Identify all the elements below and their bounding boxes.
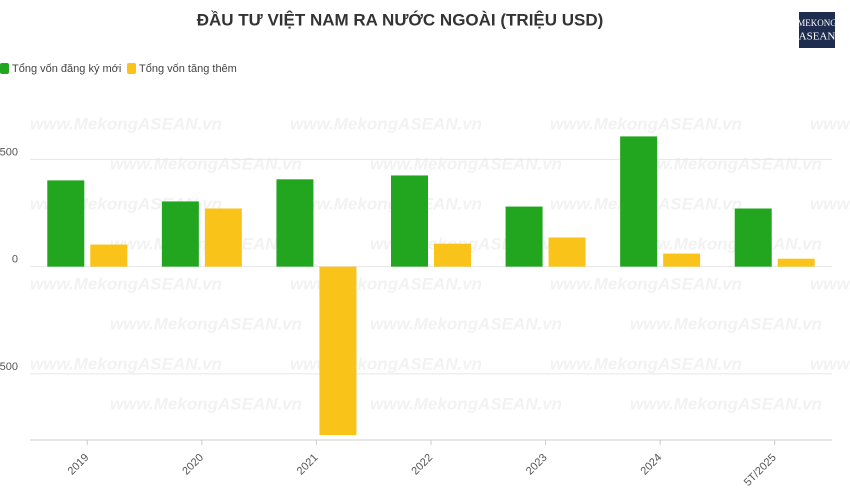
watermark: www.MekongASEAN.vn — [630, 314, 822, 333]
x-tick-label: 5T/2025 — [742, 452, 779, 489]
watermark: www.MekongASEAN.vn — [550, 354, 742, 373]
watermark: www.MekongASEAN.vn — [30, 274, 222, 293]
bar — [548, 237, 586, 267]
bar — [319, 266, 357, 436]
watermark: www.MekongASEAN.vn — [290, 354, 482, 373]
x-tick-label: 2024 — [639, 452, 665, 478]
watermark: www.MekongASEAN.vn — [630, 234, 822, 253]
watermark: www.MekongASEAN.vn — [370, 154, 562, 173]
chart-title: ĐẦU TƯ VIỆT NAM RA NƯỚC NGOÀI (TRIỆU USD… — [197, 10, 604, 29]
watermark: www.MekongASEAN.vn — [810, 354, 850, 373]
bar — [47, 180, 85, 267]
watermark: www.MekongASEAN.vn — [110, 154, 302, 173]
watermark: www.MekongASEAN.vn — [290, 114, 482, 133]
legend-label: Tổng vốn tăng thêm — [139, 63, 237, 75]
x-tick-label: 2021 — [295, 452, 321, 478]
legend-label: Tổng vốn đăng ký mới — [12, 63, 121, 75]
watermark: www.MekongASEAN.vn — [630, 154, 822, 173]
watermark: www.MekongASEAN.vn — [630, 394, 822, 413]
watermark: www.MekongASEAN.vn — [110, 394, 302, 413]
y-tick-label: 0 — [12, 254, 18, 266]
watermark: www.MekongASEAN.vn — [30, 354, 222, 373]
watermark: www.MekongASEAN.vn — [290, 194, 482, 213]
watermark: www.MekongASEAN.vn — [290, 274, 482, 293]
watermark: www.MekongASEAN.vn — [810, 274, 850, 293]
watermark: www.MekongASEAN.vn — [110, 314, 302, 333]
bar — [663, 253, 701, 267]
bar — [276, 179, 314, 267]
logo-text: ASEAN — [799, 31, 836, 43]
x-tick-label: 2020 — [180, 452, 206, 478]
y-tick-label: -500 — [0, 361, 18, 373]
legend-swatch — [0, 63, 9, 74]
y-tick-label: 500 — [0, 146, 18, 158]
bar — [434, 243, 471, 267]
bar — [161, 201, 199, 267]
bar — [90, 244, 128, 267]
watermark: www.MekongASEAN.vn — [30, 114, 222, 133]
bar — [734, 208, 772, 267]
bar — [777, 258, 815, 267]
bar — [620, 136, 658, 267]
logo-text: MEKONG — [797, 18, 837, 28]
logo — [799, 12, 835, 48]
watermark: www.MekongASEAN.vn — [810, 194, 850, 213]
watermark: www.MekongASEAN.vn — [810, 114, 850, 133]
legend-swatch — [127, 63, 136, 74]
x-tick-label: 2022 — [409, 452, 435, 478]
x-tick-label: 2023 — [524, 452, 550, 478]
x-tick-label: 2019 — [66, 452, 92, 478]
watermark: www.MekongASEAN.vn — [370, 314, 562, 333]
bar — [505, 206, 543, 267]
bar — [204, 208, 242, 267]
bar — [391, 175, 428, 267]
watermark: www.MekongASEAN.vn — [550, 274, 742, 293]
watermark: www.MekongASEAN.vn — [370, 394, 562, 413]
watermark: www.MekongASEAN.vn — [550, 114, 742, 133]
